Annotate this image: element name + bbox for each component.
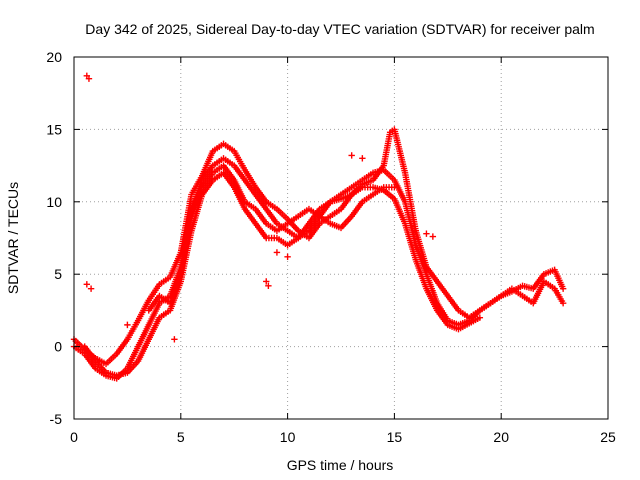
data-point (429, 233, 437, 240)
data-point (423, 230, 430, 237)
y-tick-label: 0 (54, 339, 62, 355)
x-tick-label: 15 (387, 429, 403, 445)
axis-ticks: 0 5 10 15 20 25 -5 0 5 10 15 20 (46, 49, 616, 445)
y-tick-label: -5 (50, 411, 63, 427)
data-point (265, 282, 272, 289)
data-point (559, 285, 567, 292)
data-point (263, 278, 270, 285)
y-tick-label: 15 (46, 121, 62, 137)
grid-lines (74, 57, 608, 419)
data-points (70, 72, 567, 382)
x-tick-label: 0 (70, 429, 78, 445)
data-point (559, 299, 567, 307)
data-point (391, 184, 398, 191)
data-point (85, 75, 93, 82)
x-tick-label: 20 (493, 429, 509, 445)
chart-title: Day 342 of 2025, Sidereal Day-to-day VTE… (85, 21, 594, 37)
data-point (87, 285, 95, 292)
plot-frame (73, 56, 609, 420)
y-axis-label: SDTVAR / TECUs (5, 182, 21, 294)
data-point (284, 253, 291, 261)
y-tick-label: 5 (54, 266, 62, 282)
data-point (359, 155, 366, 162)
data-point (348, 152, 355, 159)
x-tick-label: 5 (177, 429, 185, 445)
data-point (83, 281, 91, 288)
y-tick-label: 10 (46, 194, 62, 210)
x-tick-label: 25 (600, 429, 616, 445)
x-axis-label: GPS time / hours (287, 457, 394, 473)
data-point (273, 249, 281, 256)
data-point (124, 321, 131, 329)
y-tick-label: 20 (46, 49, 62, 65)
data-point (476, 314, 484, 321)
data-point (171, 336, 178, 343)
x-tick-label: 10 (280, 429, 296, 445)
